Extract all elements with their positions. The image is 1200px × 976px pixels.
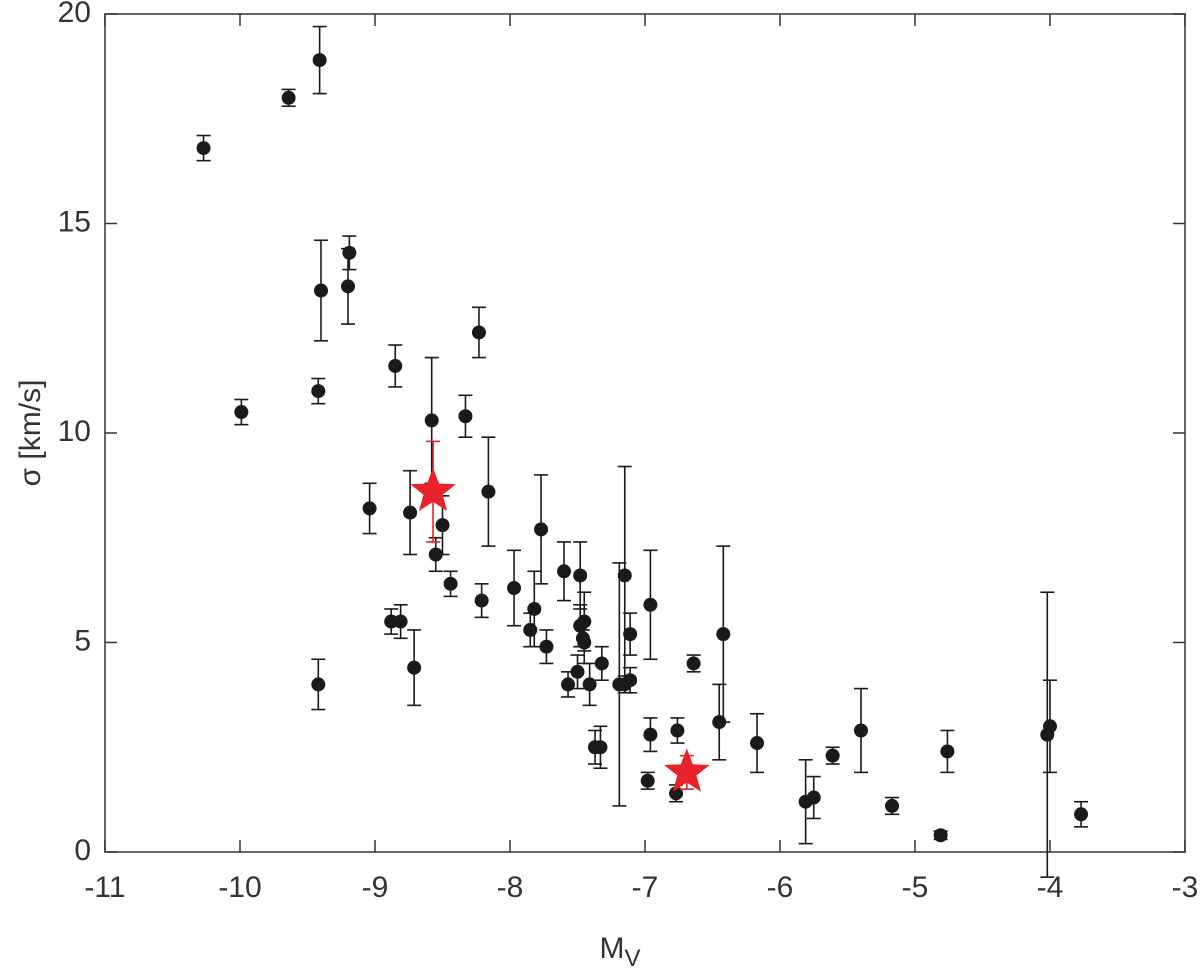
point	[557, 564, 571, 579]
point	[617, 568, 632, 583]
point	[342, 245, 357, 260]
point	[523, 622, 538, 637]
x-tick-label: -3	[1172, 871, 1199, 904]
point	[458, 409, 473, 424]
point	[573, 568, 588, 583]
point	[428, 547, 443, 562]
y-tick-label: 5	[74, 624, 91, 657]
point	[1043, 719, 1057, 734]
star-point	[664, 748, 710, 792]
point	[825, 748, 840, 763]
point	[1074, 807, 1089, 822]
y-tick-label: 0	[74, 834, 91, 867]
point	[471, 325, 486, 340]
point	[940, 744, 955, 759]
point	[234, 405, 249, 420]
point	[669, 786, 684, 801]
point	[640, 773, 655, 788]
point	[435, 518, 450, 533]
point	[854, 723, 868, 738]
point	[443, 576, 458, 591]
point	[561, 677, 576, 692]
point	[643, 597, 658, 612]
x-tick-label: -9	[362, 871, 389, 904]
y-axis-label: σ [km/s]	[14, 380, 47, 487]
point	[716, 627, 731, 642]
x-label-main: M	[599, 932, 624, 965]
point	[670, 723, 685, 738]
point	[362, 501, 377, 516]
point	[341, 279, 355, 294]
y-tick-label: 10	[58, 415, 91, 448]
point	[885, 798, 900, 813]
point	[474, 593, 489, 608]
star-point	[410, 467, 456, 512]
x-tick-label: -4	[1037, 871, 1064, 904]
point	[806, 790, 821, 805]
point	[570, 664, 585, 679]
point	[933, 828, 948, 843]
point	[393, 614, 408, 629]
point	[712, 715, 727, 730]
point	[388, 358, 403, 373]
point	[577, 614, 592, 629]
point	[403, 505, 418, 520]
point	[686, 656, 701, 671]
point	[623, 627, 638, 642]
point	[196, 141, 211, 156]
point	[314, 283, 328, 298]
point	[539, 639, 554, 654]
point	[527, 601, 542, 616]
point	[643, 727, 658, 742]
point	[623, 673, 638, 688]
point	[593, 740, 608, 755]
x-tick-label: -8	[497, 871, 524, 904]
x-axis-label: MV	[599, 932, 640, 972]
x-tick-label: -7	[632, 871, 659, 904]
point	[281, 90, 296, 105]
point	[407, 660, 422, 675]
x-label-sub: V	[624, 945, 640, 972]
point	[534, 522, 549, 537]
point	[577, 635, 592, 650]
point	[750, 736, 765, 751]
point	[312, 53, 327, 68]
point	[582, 677, 597, 692]
x-tick-label: -10	[218, 871, 261, 904]
y-tick-label: 20	[58, 0, 91, 29]
point	[311, 384, 326, 399]
plot-frame	[104, 13, 1186, 853]
point	[507, 581, 522, 596]
point	[481, 484, 496, 499]
point	[594, 656, 609, 671]
x-tick-label: -11	[84, 871, 125, 904]
point	[424, 413, 439, 428]
x-tick-label: -6	[767, 871, 794, 904]
point	[311, 677, 326, 692]
y-tick-label: 15	[58, 205, 91, 238]
x-tick-label: -5	[902, 871, 929, 904]
